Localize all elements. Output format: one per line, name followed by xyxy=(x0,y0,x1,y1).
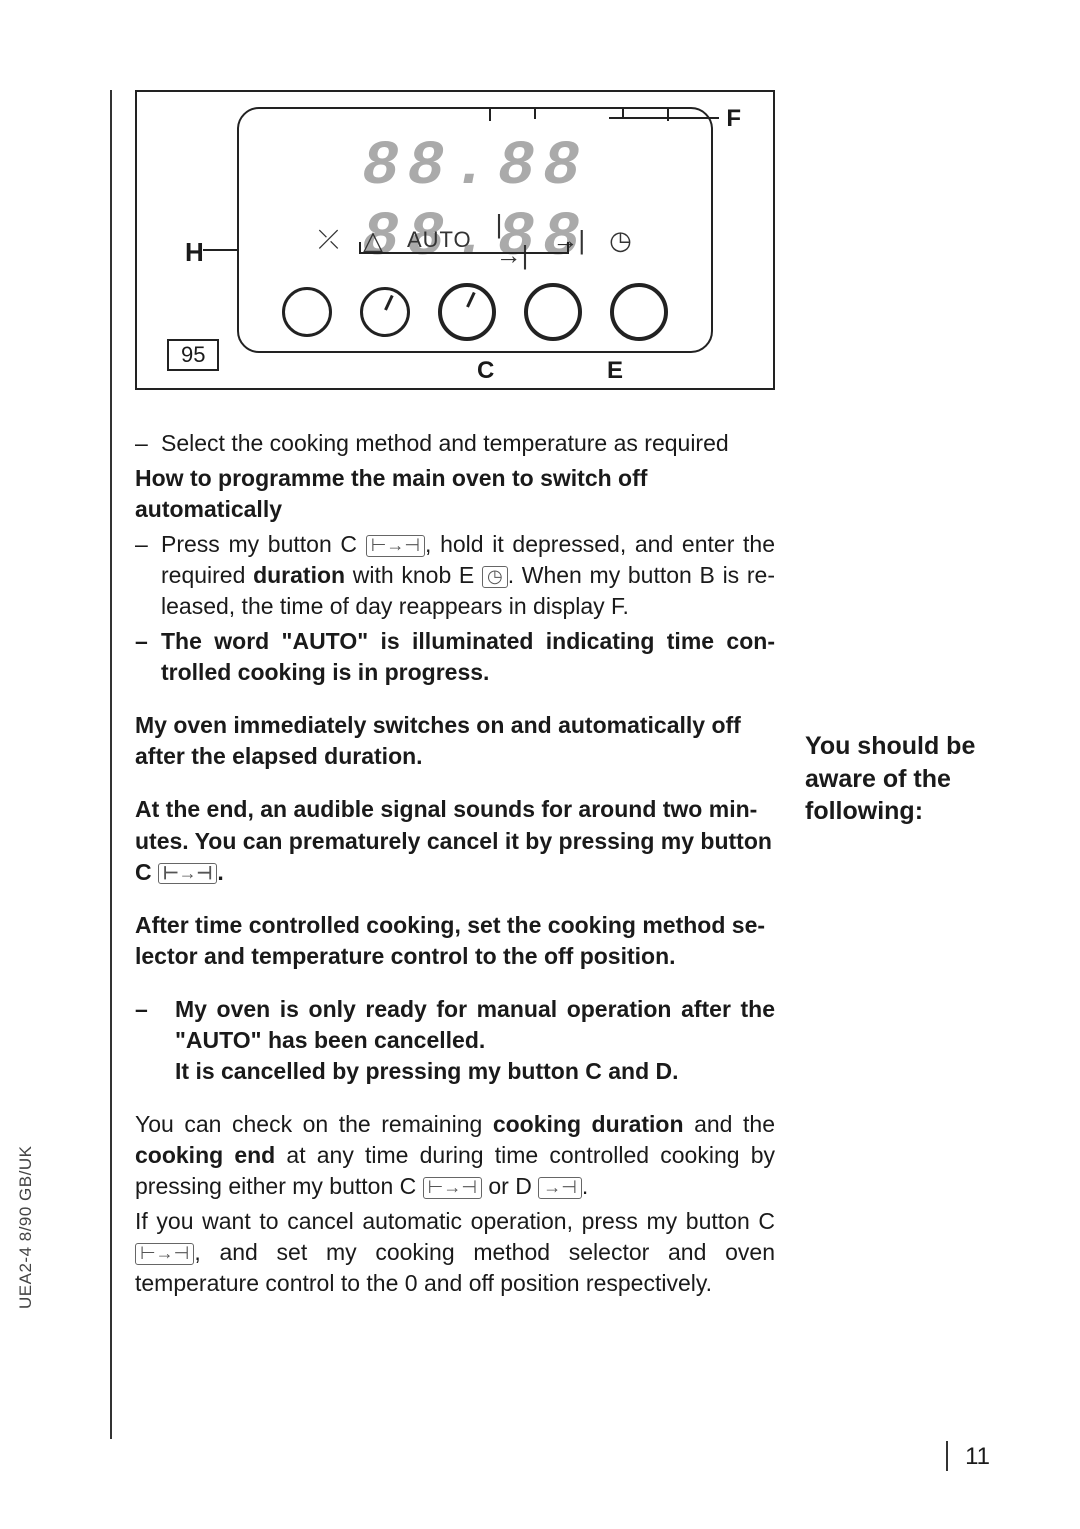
para-switch-on-off: My oven immediately switches on and auto… xyxy=(135,710,775,772)
clock-icon: ◷ xyxy=(609,225,632,256)
bracket-under-icons xyxy=(359,242,569,254)
left-margin-rule xyxy=(110,90,112,1439)
end-icon: →⊣ xyxy=(538,1177,582,1199)
step-select-method: Select the cooking method and temperatur… xyxy=(135,428,775,459)
para-cancel-auto: If you want to cancel automatic operatio… xyxy=(135,1206,775,1299)
label-c: C xyxy=(477,357,494,385)
start-icon: |→| xyxy=(496,209,529,271)
step-press-c: Press my button C ⊢→⊣, hold it depressed… xyxy=(135,529,775,622)
duration-icon: ⊢→⊣ xyxy=(135,1243,194,1265)
knob-e xyxy=(610,283,668,341)
oven-timer-diagram: 88.88 88.88 ⤫ △ AUTO |→| →| ◷ xyxy=(135,90,775,390)
label-h: H xyxy=(185,237,204,268)
label-e: E xyxy=(607,357,623,385)
knob-d xyxy=(524,283,582,341)
knob-a xyxy=(282,287,332,337)
mute-icon: ⤫ xyxy=(318,224,339,256)
ref-box-95: 95 xyxy=(167,339,219,371)
clock-icon: ◷ xyxy=(482,566,508,588)
para-audible-signal: At the end, an audible signal sounds for… xyxy=(135,794,775,887)
label-f: F xyxy=(726,105,741,133)
para-check-duration: You can check on the remaining cooking d… xyxy=(135,1109,775,1202)
knobs-row xyxy=(282,283,668,341)
h-leader-line xyxy=(203,249,239,251)
para-set-off: After time controlled cooking, set the c… xyxy=(135,910,775,972)
duration-icon: ⊢→⊣ xyxy=(423,1177,482,1199)
knob-b xyxy=(360,287,410,337)
f-leader-line xyxy=(609,117,719,119)
step-auto-illuminated: The word "AUTO" is illuminated indicatin… xyxy=(135,626,775,688)
duration-icon: ⊢→⊣ xyxy=(158,863,217,885)
section-heading: How to programme the main oven to switch… xyxy=(135,463,775,525)
page-number: 11 xyxy=(965,1443,990,1471)
sidebar-heading: You should be aware of the following: xyxy=(805,730,1010,828)
page-number-rule xyxy=(946,1441,948,1471)
mode-icons-row: ⤫ △ AUTO |→| →| ◷ xyxy=(318,209,632,271)
knob-c xyxy=(438,283,496,341)
spine-ref: UEA2-4 8/90 GB/UK xyxy=(16,1146,36,1309)
display-panel: 88.88 88.88 ⤫ △ AUTO |→| →| ◷ xyxy=(237,107,713,353)
body-text: Select the cooking method and temperatur… xyxy=(135,428,775,1299)
duration-icon: ⊢→⊣ xyxy=(366,535,425,557)
step-manual-ready: My oven is only ready for manual operati… xyxy=(135,994,775,1087)
